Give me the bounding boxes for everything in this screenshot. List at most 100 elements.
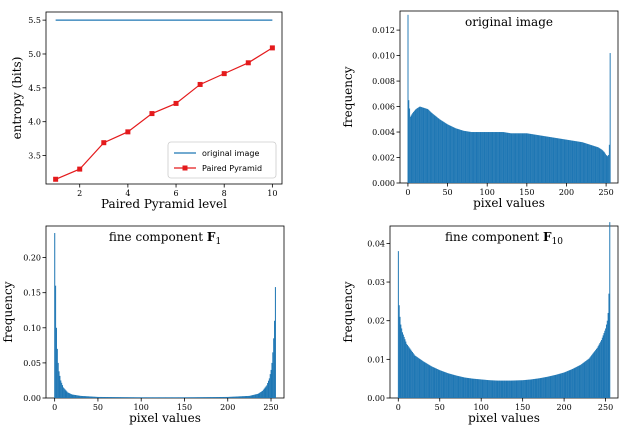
y-tick-label: 0.15 bbox=[23, 289, 41, 298]
y-tick-label: 0.03 bbox=[367, 278, 385, 287]
histogram-bar bbox=[436, 369, 438, 398]
histogram-bar bbox=[471, 132, 473, 183]
histogram-bar bbox=[591, 354, 593, 398]
histogram-bar bbox=[471, 378, 473, 398]
y-tick-label: 0.00 bbox=[367, 394, 385, 403]
histogram-bar bbox=[454, 127, 456, 183]
histogram-bar bbox=[533, 378, 535, 398]
histogram-bar bbox=[512, 380, 514, 398]
histogram-bar bbox=[523, 380, 525, 398]
histogram-bar bbox=[75, 395, 77, 398]
histogram-bar bbox=[212, 397, 214, 398]
histogram-bar bbox=[417, 107, 419, 183]
histogram-bar bbox=[99, 396, 101, 398]
x-tick-label: 100 bbox=[474, 403, 489, 412]
histogram-bar bbox=[521, 133, 523, 183]
histogram-bar bbox=[458, 376, 460, 398]
histogram-bar bbox=[567, 370, 569, 398]
histogram-bar bbox=[573, 140, 575, 183]
histogram-bar bbox=[506, 132, 508, 183]
histogram-bar bbox=[544, 136, 546, 183]
histogram-bar bbox=[148, 397, 150, 398]
histogram-bar bbox=[548, 136, 550, 183]
histogram-bar bbox=[89, 396, 91, 398]
histogram-bar bbox=[555, 138, 557, 183]
histogram-bar bbox=[455, 375, 457, 398]
title-text: fine component bbox=[445, 230, 543, 244]
histogram-bar bbox=[497, 132, 499, 183]
histogram-bar bbox=[502, 132, 504, 183]
histogram-bar bbox=[493, 380, 495, 398]
histogram-bar bbox=[205, 397, 207, 398]
histogram-bar bbox=[489, 132, 491, 183]
histogram-bar bbox=[244, 396, 246, 398]
histogram-bar bbox=[416, 108, 418, 183]
histogram-bar bbox=[573, 368, 575, 398]
histogram-bar bbox=[188, 397, 190, 398]
histogram-bar bbox=[209, 397, 211, 398]
histogram-bar bbox=[465, 377, 467, 398]
histogram-bar bbox=[85, 396, 87, 398]
histogram-bar bbox=[466, 377, 468, 398]
histogram-bar bbox=[100, 396, 102, 398]
histogram-bar bbox=[566, 139, 568, 183]
histogram-bar bbox=[479, 379, 481, 398]
histogram-bar bbox=[600, 149, 602, 183]
histogram-bar bbox=[135, 397, 137, 398]
histogram-bar bbox=[259, 392, 261, 398]
histogram-bar bbox=[414, 355, 416, 398]
y-axis-label: frequency bbox=[341, 66, 355, 127]
histogram-bar bbox=[417, 357, 419, 398]
histogram-bar bbox=[579, 141, 581, 183]
histogram-bars bbox=[407, 14, 611, 184]
y-axis-label: frequency bbox=[1, 281, 15, 342]
histogram-bar bbox=[581, 142, 583, 183]
y-tick-label: 4.5 bbox=[28, 84, 41, 93]
histogram-bar bbox=[419, 358, 421, 398]
x-tick-label: 10 bbox=[267, 189, 277, 198]
histogram-bar bbox=[520, 133, 522, 183]
histogram-bar bbox=[592, 353, 594, 398]
histogram-bar bbox=[521, 380, 523, 398]
histogram-bar bbox=[463, 130, 464, 183]
histogram-bar bbox=[501, 132, 503, 183]
histogram-bar bbox=[235, 396, 237, 398]
histogram-bar bbox=[158, 397, 160, 398]
histogram-bar bbox=[481, 132, 483, 183]
x-tick-label: 150 bbox=[515, 403, 530, 412]
histogram-bar bbox=[492, 132, 494, 183]
histogram-bar bbox=[214, 397, 216, 398]
histogram-bar bbox=[559, 138, 561, 183]
histogram-bar bbox=[527, 133, 529, 183]
histogram-bar bbox=[581, 364, 583, 398]
histogram-bar bbox=[416, 357, 418, 398]
histogram-bar bbox=[524, 379, 526, 398]
histogram-bar bbox=[489, 380, 491, 398]
histogram-bar bbox=[455, 128, 457, 183]
histogram-bar bbox=[136, 397, 138, 398]
histogram-bar bbox=[574, 367, 576, 398]
histogram-bar bbox=[171, 397, 173, 398]
histogram-bar bbox=[474, 378, 476, 398]
histogram-bar bbox=[117, 397, 119, 398]
histogram-bar bbox=[532, 134, 534, 183]
histogram-bar bbox=[553, 375, 555, 398]
histogram-bar bbox=[454, 375, 456, 398]
histogram-bar bbox=[274, 320, 276, 398]
histogram-bar bbox=[74, 395, 77, 398]
histogram-bar bbox=[177, 397, 179, 398]
data-point bbox=[197, 81, 203, 87]
histogram-bar bbox=[547, 136, 549, 183]
histogram-bar bbox=[438, 369, 440, 398]
histogram-bar bbox=[504, 380, 506, 398]
histogram-bar bbox=[466, 131, 468, 183]
histogram-bar bbox=[534, 134, 536, 183]
histogram-bar bbox=[114, 397, 116, 398]
histogram-bar bbox=[459, 129, 461, 183]
histogram-bar bbox=[129, 397, 131, 398]
histogram-bar bbox=[86, 396, 88, 398]
histogram-bar bbox=[106, 397, 108, 398]
histogram-bar bbox=[431, 366, 433, 398]
histogram-bar bbox=[457, 375, 459, 398]
histogram-bar bbox=[488, 132, 490, 183]
